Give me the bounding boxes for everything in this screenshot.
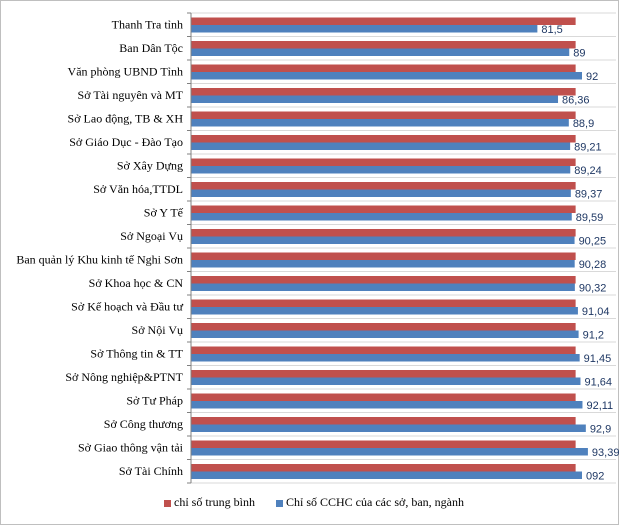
bar-cchc-index (191, 401, 583, 409)
bar-average (191, 205, 576, 213)
category-label: Ban Dân Tộc (119, 41, 183, 55)
data-label: 89 (573, 47, 585, 59)
data-label: 90,32 (579, 282, 607, 294)
category-label: Sở Tư Pháp (126, 394, 183, 408)
bar-cchc-index (191, 189, 571, 197)
bars (191, 17, 588, 479)
bar-cchc-index (191, 448, 588, 456)
data-label: 86,36 (562, 94, 590, 106)
bar-average (191, 88, 576, 96)
bar-average (191, 182, 576, 190)
bar-average (191, 346, 576, 354)
category-label: Sở Nội Vụ (132, 323, 183, 337)
data-label: 91,45 (584, 353, 612, 365)
legend-label-average: chỉ số trung bình (174, 495, 255, 509)
bar-average (191, 464, 576, 472)
bar-average (191, 440, 576, 448)
category-label: Sở Công thương (104, 417, 183, 431)
bar-average (191, 64, 576, 72)
bar-cchc-index (191, 307, 578, 315)
bar-average (191, 299, 576, 307)
bar-average (191, 276, 576, 284)
category-label: Thanh Tra tỉnh (112, 18, 183, 32)
data-label: 93,39 (592, 447, 619, 459)
category-label: Sở Giáo Dục - Đào Tạo (69, 135, 183, 149)
bar-average (191, 393, 576, 401)
bar-cchc-index (191, 142, 571, 150)
bar-average (191, 417, 576, 425)
bar-cchc-index (191, 330, 579, 338)
bar-cchc-index (191, 236, 575, 244)
bar-average (191, 229, 576, 237)
gridlines (191, 12, 616, 484)
data-label: 092 (586, 470, 604, 482)
category-label: Văn phòng UBND Tỉnh (68, 65, 183, 79)
data-label: 92,11 (586, 400, 613, 412)
data-label: 89,24 (574, 165, 602, 177)
category-labels: Thanh Tra tỉnh Ban Dân Tộc Văn phòng UBND … (16, 18, 183, 479)
bar-cchc-index (191, 72, 582, 80)
bar-average (191, 135, 576, 143)
data-label: 89,59 (576, 212, 604, 224)
category-label: Sở Xây Dựng (117, 159, 183, 173)
category-label: Sở Nông nghiệp&PTNT (65, 370, 183, 384)
data-label: 91,2 (583, 329, 604, 341)
bar-cchc-index (191, 260, 575, 268)
data-label: 89,37 (575, 188, 603, 200)
bar-average (191, 158, 576, 166)
category-label: Sở Ngoại Vụ (120, 229, 183, 243)
bar-average (191, 17, 576, 25)
category-label: Sở Văn hóa,TTDL (93, 182, 183, 196)
data-label: 90,28 (579, 259, 607, 271)
bar-cchc-index (191, 25, 538, 33)
data-label: 89,21 (574, 141, 602, 153)
legend-swatch-cchc-index (276, 500, 283, 507)
bar-cchc-index (191, 166, 571, 174)
bar-average (191, 252, 576, 260)
legend-swatch-average (164, 500, 171, 507)
bar-average (191, 111, 576, 119)
bar-average (191, 370, 576, 378)
bar-cchc-index (191, 424, 586, 432)
category-label: Sở Kế hoạch và Đầu tư (71, 300, 183, 314)
legend: chỉ số trung bình Chỉ số CCHC của các sở… (164, 495, 464, 509)
category-label: Ban quản lý Khu kinh tế Nghi Sơn (16, 253, 183, 267)
bar-cchc-index (191, 377, 581, 385)
data-label: 92 (586, 71, 598, 83)
data-label: 81,5 (541, 24, 562, 36)
bar-cchc-index (191, 354, 580, 362)
bar-average (191, 323, 576, 331)
data-label: 92,9 (590, 423, 611, 435)
category-axis (187, 12, 192, 484)
category-label: Sở Tài nguyên và MT (78, 88, 184, 102)
category-label: Sở Tài Chính (119, 464, 183, 478)
category-label: Sở Giao thông vận tải (78, 441, 184, 455)
category-label: Sở Khoa học & CN (89, 276, 184, 290)
bar-cchc-index (191, 95, 559, 103)
category-label: Sở Y Tế (144, 206, 184, 220)
bar-cchc-index (191, 471, 582, 479)
data-label: 90,25 (579, 235, 607, 247)
data-label: 91,64 (584, 376, 612, 388)
data-label: 91,04 (582, 306, 610, 318)
legend-label-cchc-index: Chỉ số CCHC của các sở, ban, ngành (286, 495, 464, 509)
bar-cchc-index (191, 48, 570, 56)
bar-average (191, 41, 576, 49)
bar-cchc-index (191, 119, 569, 127)
category-label: Sở Thông tin & TT (90, 347, 183, 361)
category-label: Sở Lao động, TB & XH (68, 112, 184, 126)
bar-cchc-index (191, 283, 575, 291)
bar-cchc-index (191, 213, 572, 221)
data-label: 88,9 (573, 118, 594, 130)
